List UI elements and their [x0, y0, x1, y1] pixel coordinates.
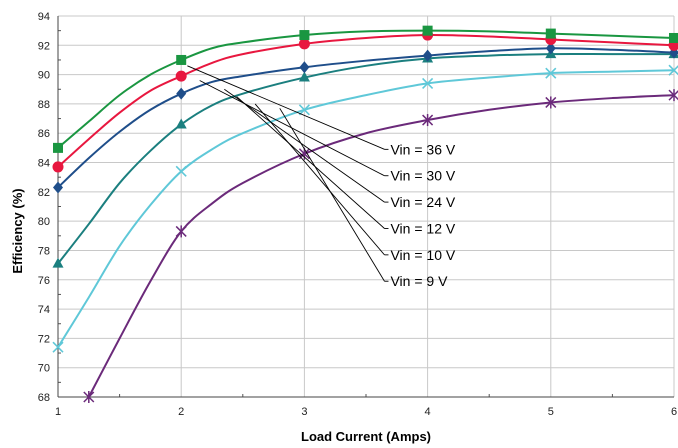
data-point-vin-12-v: [52, 257, 64, 268]
data-point-vin-24-v: [176, 87, 187, 100]
data-point-vin-10-v: [422, 77, 434, 89]
marker-stroke: [422, 77, 434, 89]
y-tick-label: 76: [38, 275, 50, 287]
data-point-vin-10-v: [668, 64, 678, 76]
annotation-label: Vin = 9 V: [390, 273, 448, 289]
x-tick-label: 2: [178, 406, 184, 418]
data-point-vin-9-v: [422, 114, 434, 127]
data-point-vin-24-v: [53, 181, 63, 194]
data-point-vin-9-v: [83, 391, 95, 403]
y-tick-label: 88: [38, 99, 50, 111]
annotation-label: Vin = 10 V: [390, 247, 455, 263]
series-line-vin-36-v: [57, 29, 675, 149]
marker-stroke: [545, 67, 557, 79]
marker-stroke: [52, 341, 64, 353]
series-vin-36-v: [53, 25, 678, 153]
y-tick-label: 92: [38, 40, 50, 52]
marker-stroke: [298, 104, 310, 116]
data-point-vin-24-v: [545, 42, 556, 55]
annotation-label: Vin = 30 V: [390, 168, 455, 184]
x-tick-label: 3: [301, 406, 307, 418]
annotation-leader-line: [187, 65, 385, 150]
y-tick-label: 70: [38, 363, 50, 375]
series-vin-9-v: [83, 89, 678, 403]
y-tick-label: 74: [38, 304, 50, 316]
series-line-vin-9-v: [87, 94, 675, 398]
annotation-leader-line: [254, 103, 385, 256]
y-tick-label: 94: [38, 11, 50, 23]
data-point-vin-10-v: [298, 104, 310, 116]
axes: 68 70 72 74 76 78 80 82 84 86 88 90 92 94 1 2 3 4 5 6: [38, 11, 677, 418]
y-tick-label: 78: [38, 245, 50, 257]
annotation-label: Vin = 24 V: [390, 194, 455, 210]
data-point-vin-36-v: [669, 32, 678, 43]
series-line-vin-24-v: [57, 47, 675, 189]
x-tick-label: 6: [671, 406, 677, 418]
marker-stroke: [175, 165, 187, 177]
data-point-vin-36-v: [176, 54, 187, 65]
data-point-vin-36-v: [299, 30, 310, 41]
y-tick-label: 82: [38, 187, 50, 199]
annotation-leader-line: [236, 96, 385, 229]
data-point-vin-9-v: [175, 225, 187, 238]
y-tick-label: 72: [38, 333, 50, 345]
data-point-vin-12-v: [175, 118, 187, 129]
data-point-vin-10-v: [52, 341, 64, 353]
y-tick-label: 80: [38, 216, 50, 228]
data-point-vin-30-v: [298, 38, 310, 50]
data-point-vin-30-v: [175, 70, 187, 82]
y-tick-label: 86: [38, 128, 50, 140]
annotations: Vin = 36 V Vin = 30 V Vin = 24 V Vin = 12 V…: [187, 65, 456, 289]
y-axis-title: Efficiency (%): [10, 188, 25, 273]
data-point-vin-9-v: [668, 89, 678, 102]
annotation-leader-line: [224, 88, 385, 203]
data-point-vin-9-v: [545, 96, 557, 109]
data-point-vin-30-v: [52, 161, 64, 173]
series-line-vin-12-v: [57, 52, 674, 265]
data-point-vin-24-v: [299, 61, 310, 74]
annotation-label: Vin = 12 V: [390, 220, 455, 236]
data-point-vin-10-v: [175, 165, 187, 177]
y-tick-label: 68: [38, 392, 50, 404]
annotation-label: Vin = 36 V: [390, 141, 455, 157]
x-tick-label: 5: [548, 406, 554, 418]
annotation-leader-line: [279, 108, 385, 282]
data-point-vin-12-v: [298, 71, 310, 82]
y-tick-label: 90: [38, 70, 50, 82]
series-vin-12-v: [52, 48, 678, 268]
x-tick-label: 1: [55, 406, 61, 418]
y-tick-label: 84: [38, 158, 50, 170]
series-vin-24-v: [53, 42, 678, 194]
data-point-vin-36-v: [422, 25, 433, 36]
series-lines: [52, 25, 678, 403]
x-axis-title: Load Current (Amps): [301, 429, 431, 444]
series-line-vin-10-v: [57, 69, 675, 348]
data-point-vin-24-v: [422, 49, 433, 62]
x-tick-label: 4: [425, 406, 431, 418]
marker-stroke: [668, 65, 678, 76]
data-point-vin-10-v: [545, 67, 557, 79]
data-point-vin-36-v: [545, 28, 556, 39]
series-vin-10-v: [52, 64, 678, 353]
data-point-vin-36-v: [53, 142, 63, 153]
series-vin-30-v: [52, 29, 678, 173]
